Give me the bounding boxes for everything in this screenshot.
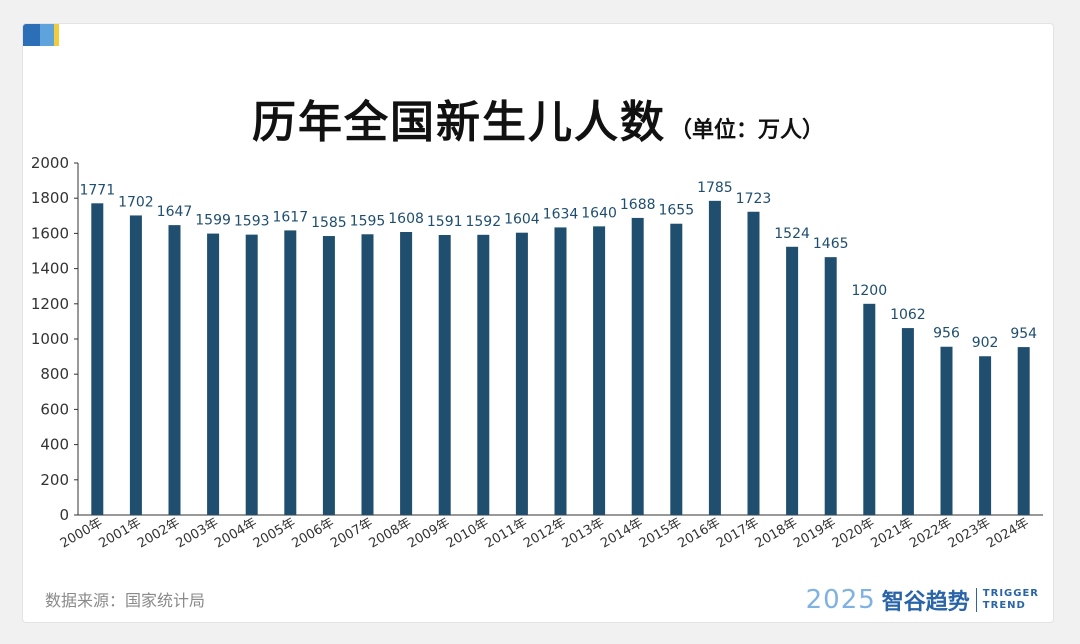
x-tick-label: 2015年: [637, 515, 684, 551]
bar: [593, 226, 606, 516]
bar: [824, 257, 837, 515]
brand-en-line2: TREND: [982, 600, 1026, 611]
bar: [554, 227, 567, 515]
chart-title: 历年全国新生儿人数: [251, 97, 666, 148]
bar: [940, 346, 953, 515]
data-label: 1608: [388, 211, 424, 227]
data-label: 1593: [234, 214, 270, 230]
x-tick-label: 2003年: [174, 515, 221, 551]
x-tick-label: 2013年: [560, 515, 607, 551]
data-label: 1702: [118, 194, 154, 210]
title-row: 历年全国新生儿人数 （单位：万人）: [23, 86, 1053, 150]
bar: [901, 328, 914, 515]
data-label: 1785: [697, 180, 733, 196]
bar: [670, 223, 683, 515]
data-label: 1723: [736, 191, 772, 207]
data-label: 902: [972, 335, 999, 351]
bar: [284, 230, 297, 515]
x-tick-label: 2019年: [791, 515, 838, 551]
bar: [207, 233, 220, 516]
x-tick-label: 2017年: [714, 515, 761, 551]
bar: [168, 225, 181, 516]
bar: [515, 232, 528, 516]
bar: [631, 217, 644, 516]
bar: [786, 246, 799, 515]
y-tick-label: 1000: [31, 330, 69, 348]
y-tick-label: 400: [40, 436, 69, 454]
y-tick-label: 0: [59, 506, 69, 524]
x-tick-label: 2005年: [251, 515, 298, 551]
x-tick-label: 2024年: [984, 515, 1031, 551]
data-label: 1524: [774, 226, 810, 242]
source-note: 数据来源：国家统计局: [45, 591, 206, 610]
bar: [245, 234, 258, 515]
bar: [747, 211, 760, 515]
data-label: 1688: [620, 197, 656, 213]
bar: [129, 215, 142, 515]
x-tick-label: 2011年: [482, 515, 529, 551]
y-tick-label: 1600: [31, 224, 69, 242]
bar: [400, 231, 413, 515]
data-label: 1200: [851, 283, 887, 299]
bar-chart: 0 200 400 600 800 1000 1200 1400 1600 1800 2000 177…: [31, 154, 1043, 552]
bar: [438, 234, 451, 515]
data-label: 1617: [272, 209, 308, 225]
data-label: 1599: [195, 213, 231, 229]
x-tick-label: 2018年: [753, 515, 800, 551]
data-label: 1585: [311, 215, 347, 231]
y-tick-label: 1200: [31, 295, 69, 313]
brand-en-line1: TRIGGER: [982, 588, 1039, 599]
x-tick-label: 2020年: [830, 515, 877, 551]
bar: [322, 236, 335, 516]
x-tick-label: 2010年: [444, 515, 491, 551]
data-label: 1604: [504, 212, 540, 228]
chart-unit: （单位：万人）: [669, 118, 824, 143]
data-label: 1634: [543, 206, 579, 222]
x-tick-label: 2012年: [521, 515, 568, 551]
y-tick-label: 600: [40, 400, 69, 418]
data-label: 1655: [658, 203, 694, 219]
data-label: 1592: [465, 214, 501, 230]
y-tick-label: 1400: [31, 260, 69, 278]
data-label: 956: [933, 326, 960, 342]
data-label: 1591: [427, 214, 463, 230]
bar: [979, 356, 992, 515]
data-label: 1062: [890, 307, 926, 323]
x-tick-label: 2002年: [135, 515, 182, 551]
x-tick-label: 2001年: [96, 515, 143, 551]
data-label: 1465: [813, 236, 849, 252]
x-tick-label: 2004年: [212, 515, 259, 551]
x-tick-label: 2008年: [367, 515, 414, 551]
bar: [361, 234, 374, 515]
bar: [477, 234, 490, 516]
x-tick-label: 2023年: [946, 515, 993, 551]
y-tick-label: 800: [40, 365, 69, 383]
y-tick-label: 200: [40, 471, 69, 489]
x-tick-label: 2016年: [675, 515, 722, 551]
bar: [708, 200, 721, 515]
data-label: 1595: [350, 213, 386, 229]
x-tick-label: 2009年: [405, 515, 452, 551]
y-tick-label: 2000: [31, 154, 69, 172]
bar: [91, 203, 104, 515]
brand-logo: 2025 智谷趋势 TRIGGER TREND: [806, 584, 1039, 616]
chart-card: 历年全国新生儿人数 （单位：万人） 0 200 400 600 800 1000 1200 14…: [22, 23, 1054, 623]
brand-name: 智谷趋势: [881, 590, 970, 615]
bar: [863, 303, 876, 515]
data-label: 1771: [79, 182, 115, 198]
data-label: 1647: [157, 204, 193, 220]
y-tick-label: 1800: [31, 189, 69, 207]
bar: [1017, 347, 1030, 515]
x-tick-label: 2021年: [868, 515, 915, 551]
x-tick-label: 2022年: [907, 515, 954, 551]
brand-year: 2025: [805, 585, 876, 615]
x-tick-label: 2014年: [598, 515, 645, 551]
x-tick-label: 2007年: [328, 515, 375, 551]
data-label: 1640: [581, 205, 617, 221]
x-tick-label: 2006年: [289, 515, 336, 551]
data-label: 954: [1010, 326, 1037, 342]
